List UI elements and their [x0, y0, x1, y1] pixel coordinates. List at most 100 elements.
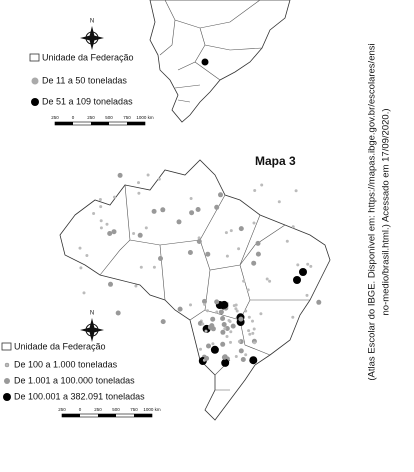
dot	[224, 231, 228, 235]
dot	[251, 331, 255, 335]
dot	[82, 291, 86, 295]
dot	[111, 229, 117, 235]
legend-label: Unidade da Federação	[42, 52, 134, 62]
dot	[220, 316, 226, 321]
dot	[204, 355, 210, 361]
dot	[299, 268, 307, 276]
dot	[227, 319, 231, 322]
source-line: (Atlas Escolar do IBGE. Disponível em: h…	[367, 43, 378, 380]
dot	[98, 198, 102, 201]
source-line: no-medio/brasil.html.) Acessado em 17/09…	[381, 109, 392, 316]
dot	[235, 309, 239, 313]
dot	[229, 340, 232, 344]
dot	[201, 322, 205, 326]
scale-label: 0	[79, 407, 82, 412]
dot	[218, 309, 224, 315]
dot	[78, 246, 82, 250]
dot	[215, 310, 219, 314]
dot	[92, 212, 96, 215]
dot	[214, 299, 220, 305]
scale-label: 1000 km	[136, 115, 154, 120]
dot	[237, 340, 241, 343]
dot	[139, 265, 143, 269]
compass-n: N	[90, 311, 94, 317]
scale-bar-seg	[127, 122, 145, 125]
dot	[248, 332, 252, 336]
dot	[210, 316, 216, 322]
dot	[105, 222, 109, 226]
dot	[176, 219, 182, 225]
dot	[223, 327, 227, 331]
dot	[115, 310, 121, 316]
dot	[195, 207, 201, 212]
dot	[220, 329, 226, 335]
dot	[293, 276, 301, 284]
dot	[85, 254, 89, 257]
scale-bar-seg	[62, 414, 80, 417]
dot	[206, 309, 209, 313]
scale-label: 1000 km	[143, 407, 161, 412]
compass-n: N	[90, 19, 94, 25]
scale-bar-seg	[98, 414, 116, 417]
dot	[158, 256, 163, 261]
dot	[316, 299, 322, 305]
dot	[221, 354, 227, 360]
dot	[209, 323, 215, 329]
scale-bar-seg	[134, 414, 152, 417]
dot	[285, 239, 289, 243]
scale-label: 750	[123, 115, 131, 120]
dot	[199, 347, 202, 351]
dot	[255, 240, 261, 246]
scale-label: 500	[105, 115, 113, 120]
dot	[204, 329, 208, 333]
dot	[265, 277, 269, 281]
scale-label: 250	[94, 407, 102, 412]
legend-label: De 1.001 a 100.000 toneladas	[14, 375, 135, 385]
legend-label: De 11 a 50 toneladas	[42, 75, 127, 85]
dot	[210, 345, 219, 354]
dot	[189, 303, 192, 307]
dot	[244, 353, 248, 357]
dot	[221, 322, 227, 327]
legend-label: De 51 a 109 toneladas	[42, 96, 133, 106]
dot	[253, 189, 257, 192]
legend-label: De 100.001 a 382.091 toneladas	[14, 391, 145, 401]
dot	[144, 226, 148, 230]
dot	[296, 263, 300, 267]
production-dots	[78, 172, 322, 367]
scale-label: 750	[130, 407, 138, 412]
dot	[225, 335, 229, 338]
dot	[113, 195, 116, 199]
dot	[146, 173, 150, 177]
dot	[291, 315, 295, 319]
dot	[220, 300, 229, 309]
dot	[238, 226, 244, 232]
dot	[214, 204, 220, 210]
scale-label: 0	[72, 115, 75, 120]
map-2: Mapa 3 N Unidade da Federação De 100 a 1…	[1, 154, 331, 421]
dot	[234, 307, 238, 311]
dot	[251, 260, 257, 266]
dot	[252, 327, 256, 331]
dot	[291, 225, 295, 229]
dot	[225, 254, 229, 258]
dot	[205, 251, 211, 257]
scale-label: 250	[87, 115, 95, 120]
dot	[157, 177, 161, 181]
dot	[249, 356, 258, 365]
scale-label: 500	[112, 407, 120, 412]
map-title: Mapa 3	[255, 154, 296, 168]
dot	[306, 262, 310, 266]
dot	[160, 207, 166, 213]
dot	[247, 329, 251, 333]
dot	[211, 342, 215, 346]
scale-label: 250	[51, 115, 59, 120]
dot	[189, 197, 193, 200]
dot	[134, 284, 138, 288]
dot	[79, 266, 83, 270]
dot	[137, 191, 141, 195]
dot	[238, 316, 244, 322]
dot	[189, 210, 195, 216]
legend-label: Unidade da Federação	[14, 341, 106, 351]
